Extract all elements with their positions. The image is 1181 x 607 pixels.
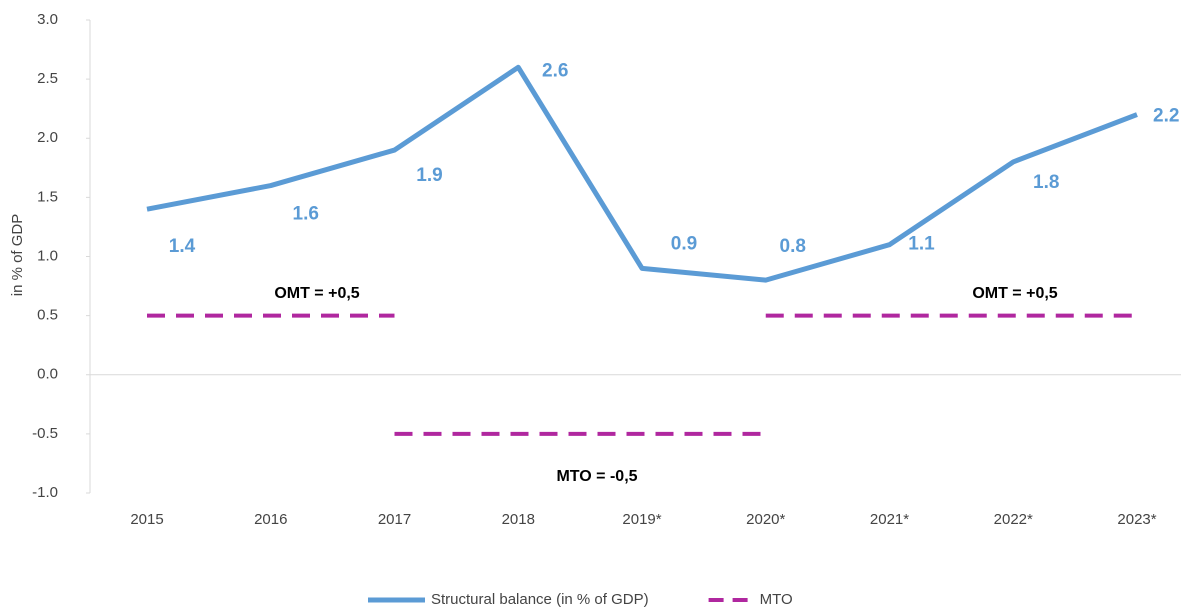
x-tick-label: 2019* [622,511,661,528]
y-tick-label: -0.5 [32,425,58,442]
y-tick-label: -1.0 [32,484,58,501]
annotation: OMT = +0,5 [274,285,359,302]
data-label: 1.1 [908,234,935,255]
data-label: 1.9 [416,165,442,186]
y-tick-label: 2.0 [37,129,58,146]
y-tick-label: 3.0 [37,11,58,28]
y-tick-label: 0.5 [37,307,58,324]
data-label: 0.8 [780,236,806,257]
y-tick-label: 1.0 [37,247,58,264]
x-tick-label: 2020* [746,511,785,528]
y-tick-label: 0.0 [37,366,58,383]
x-tick-label: 2021* [870,511,909,528]
x-tick-label: 2018 [502,511,535,528]
annotation: MTO = -0,5 [556,468,637,485]
x-tick-label: 2016 [254,511,287,528]
y-tick-label: 2.5 [37,70,58,87]
line [146,64,1138,283]
annotation: OMT = +0,5 [972,285,1057,302]
legend-label: MTO [760,591,793,607]
data-label: 2.6 [542,60,568,81]
y-tick-label: 1.5 [37,188,58,205]
x-tick-label: 2015 [130,511,163,528]
y-axis-label: in % of GDP [9,214,26,297]
legend-label: Structural balance (in % of GDP) [431,591,649,607]
data-label: 1.6 [293,204,319,225]
x-tick-label: 2022* [994,511,1033,528]
data-label: 1.8 [1033,172,1059,193]
x-tick-label: 2023* [1117,511,1156,528]
data-label: 2.2 [1153,106,1179,127]
data-label: 0.9 [671,233,697,254]
x-tick-label: 2017 [378,511,411,528]
data-label: 1.4 [169,236,196,257]
